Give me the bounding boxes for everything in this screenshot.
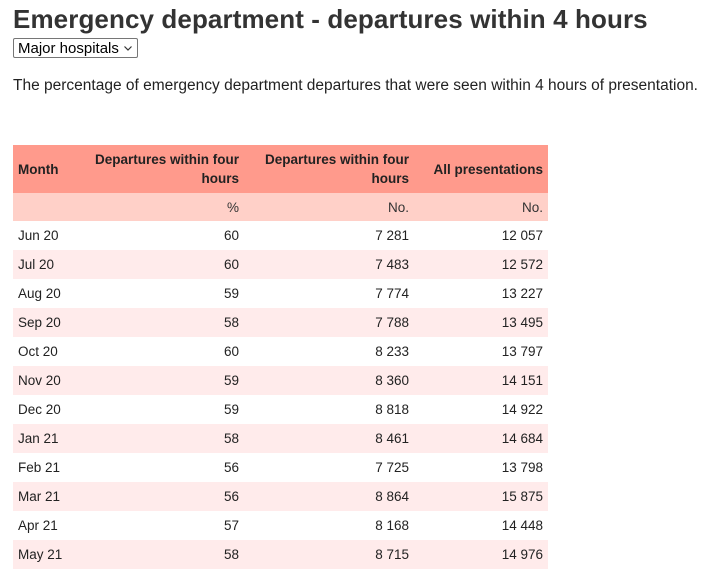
cell-month: Apr 21 (13, 511, 81, 540)
cell-month: Nov 20 (13, 366, 81, 395)
unit-month (13, 193, 81, 221)
table-row: Jul 20 60 7 483 12 572 (13, 250, 548, 279)
cell-month: Oct 20 (13, 337, 81, 366)
cell-all-presentations: 14 976 (414, 540, 548, 569)
table-row: Feb 21 56 7 725 13 798 (13, 453, 548, 482)
cell-departures-percent: 59 (81, 366, 244, 395)
cell-all-presentations: 14 448 (414, 511, 548, 540)
cell-departures-number: 7 725 (244, 453, 414, 482)
column-header-departures-percent: Departures within four hours (81, 145, 244, 193)
cell-departures-number: 7 788 (244, 308, 414, 337)
departures-table: Month Departures within four hours Depar… (13, 145, 548, 569)
cell-departures-percent: 58 (81, 424, 244, 453)
cell-departures-percent: 59 (81, 395, 244, 424)
cell-departures-percent: 58 (81, 308, 244, 337)
cell-month: Sep 20 (13, 308, 81, 337)
cell-departures-number: 8 715 (244, 540, 414, 569)
table-row: Sep 20 58 7 788 13 495 (13, 308, 548, 337)
table-row: Dec 20 59 8 818 14 922 (13, 395, 548, 424)
cell-all-presentations: 14 922 (414, 395, 548, 424)
cell-departures-percent: 60 (81, 337, 244, 366)
cell-departures-number: 8 168 (244, 511, 414, 540)
cell-departures-number: 8 360 (244, 366, 414, 395)
cell-month: Jun 20 (13, 221, 81, 250)
cell-departures-number: 8 818 (244, 395, 414, 424)
cell-all-presentations: 12 057 (414, 221, 548, 250)
table-row: Nov 20 59 8 360 14 151 (13, 366, 548, 395)
cell-departures-number: 8 461 (244, 424, 414, 453)
cell-month: Aug 20 (13, 279, 81, 308)
cell-month: May 21 (13, 540, 81, 569)
cell-departures-percent: 57 (81, 511, 244, 540)
table-row: Oct 20 60 8 233 13 797 (13, 337, 548, 366)
cell-departures-number: 7 483 (244, 250, 414, 279)
cell-all-presentations: 13 495 (414, 308, 548, 337)
unit-departures-percent: % (81, 193, 244, 221)
cell-all-presentations: 13 798 (414, 453, 548, 482)
cell-departures-percent: 58 (81, 540, 244, 569)
cell-departures-number: 7 281 (244, 221, 414, 250)
cell-month: Mar 21 (13, 482, 81, 511)
unit-all-presentations: No. (414, 193, 548, 221)
hospital-type-select[interactable]: Major hospitals (13, 38, 138, 58)
cell-all-presentations: 14 151 (414, 366, 548, 395)
table-row: May 21 58 8 715 14 976 (13, 540, 548, 569)
table-row: Jan 21 58 8 461 14 684 (13, 424, 548, 453)
hospital-type-selected-value: Major hospitals (18, 39, 119, 57)
column-header-month: Month (13, 145, 81, 193)
cell-departures-percent: 59 (81, 279, 244, 308)
cell-month: Dec 20 (13, 395, 81, 424)
cell-month: Feb 21 (13, 453, 81, 482)
cell-departures-number: 8 233 (244, 337, 414, 366)
cell-departures-percent: 60 (81, 250, 244, 279)
cell-all-presentations: 13 227 (414, 279, 548, 308)
table-units-row: % No. No. (13, 193, 548, 221)
chevron-down-icon (123, 43, 133, 53)
table-row: Aug 20 59 7 774 13 227 (13, 279, 548, 308)
table-row: Jun 20 60 7 281 12 057 (13, 221, 548, 250)
cell-all-presentations: 15 875 (414, 482, 548, 511)
unit-departures-number: No. (244, 193, 414, 221)
cell-all-presentations: 14 684 (414, 424, 548, 453)
cell-departures-number: 7 774 (244, 279, 414, 308)
table-row: Apr 21 57 8 168 14 448 (13, 511, 548, 540)
cell-departures-number: 8 864 (244, 482, 414, 511)
table-header-row: Month Departures within four hours Depar… (13, 145, 548, 193)
cell-departures-percent: 56 (81, 482, 244, 511)
cell-all-presentations: 13 797 (414, 337, 548, 366)
cell-departures-percent: 60 (81, 221, 244, 250)
column-header-departures-number: Departures within four hours (244, 145, 414, 193)
table-row: Mar 21 56 8 864 15 875 (13, 482, 548, 511)
cell-month: Jul 20 (13, 250, 81, 279)
cell-departures-percent: 56 (81, 453, 244, 482)
page-description: The percentage of emergency department d… (13, 77, 698, 94)
cell-all-presentations: 12 572 (414, 250, 548, 279)
column-header-all-presentations: All presentations (414, 145, 548, 193)
cell-month: Jan 21 (13, 424, 81, 453)
page-title: Emergency department - departures within… (13, 4, 648, 34)
